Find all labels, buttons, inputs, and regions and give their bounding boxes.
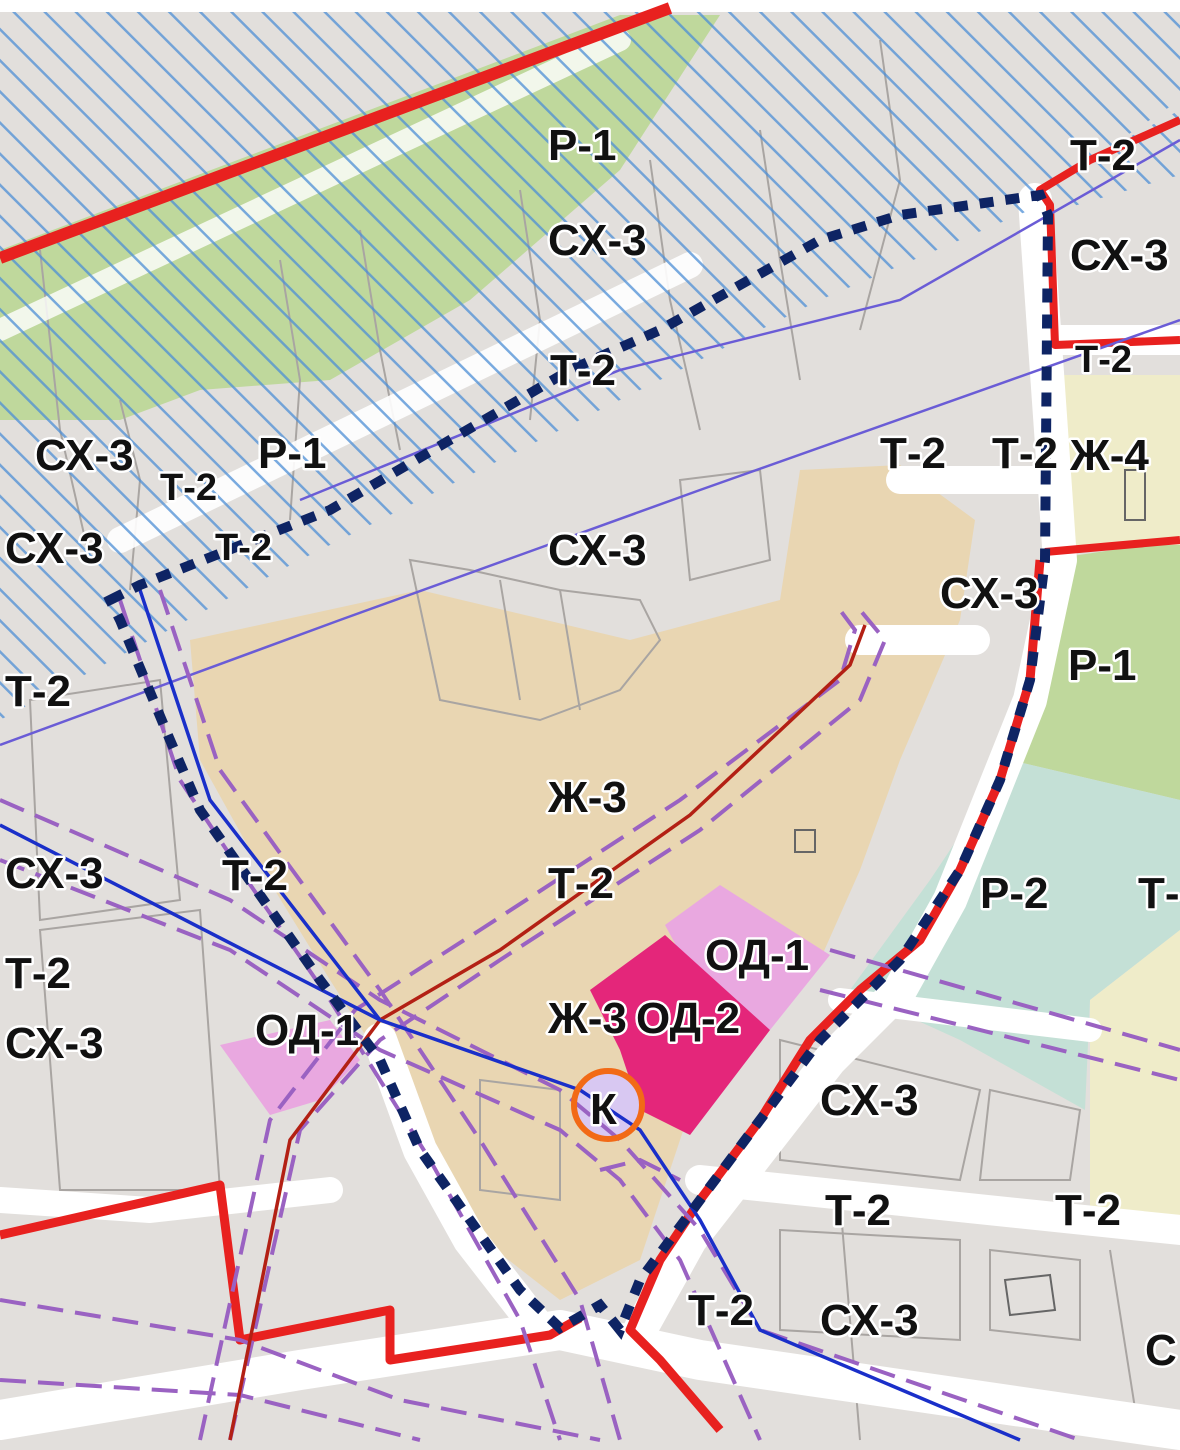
building-outline [1003,1273,1057,1317]
zone-labels: Р-1 СХ-3 Т-2 Т-2 СХ-3 Т-2 СХ-3 Т-2 Р-1 С… [3,119,1180,1378]
zone-label[interactable]: СХ-3 [3,1017,107,1071]
zone-od1-center-area [665,885,830,1030]
zone-label[interactable]: Т-2 [3,947,74,1001]
zone-label[interactable]: СХ-3 [33,429,137,483]
zone-label[interactable]: СХ-3 [818,1074,922,1128]
zone-label[interactable]: СХ-3 [3,522,107,576]
blue-lines [0,589,1021,1442]
zone-label[interactable]: Т-2 [213,525,275,572]
red-pipeline [228,624,867,1441]
top-blank-area [0,0,1180,12]
zone-label[interactable]: Т-2 [3,665,74,719]
zone-label[interactable]: СХ-3 [938,567,1042,621]
zone-label[interactable]: ОД-2 [634,992,743,1046]
zone-label[interactable]: Ж-3 [545,992,630,1046]
zone-label[interactable]: Т-2 [158,465,220,512]
zone-label[interactable]: Р-2 [978,867,1051,921]
building-outline [794,829,816,853]
zone-label[interactable]: Т-2 [823,1184,894,1238]
zone-label[interactable]: СХ-3 [546,214,650,268]
project-boundary-dotted [103,189,1054,1340]
zone-label[interactable]: Т-2 [990,427,1061,481]
zone-label[interactable]: Т-2 [686,1284,757,1338]
zone-label[interactable]: Т-2 [220,849,291,903]
zone-label[interactable]: Т-2 [1053,1184,1124,1238]
k-marker-circle[interactable] [571,1068,645,1142]
building-outline [1124,469,1146,521]
zone-label[interactable]: СХ-3 [1068,229,1172,283]
zone-label[interactable]: Т- [1136,867,1180,921]
zone-label[interactable]: ОД-1 [703,929,812,983]
zone-label[interactable]: СХ-3 [818,1294,922,1348]
zone-zh4-area [1055,375,1180,545]
zone-label[interactable]: С [1143,1324,1180,1378]
zone-label[interactable]: Р-1 [256,427,329,481]
zone-label[interactable]: Ж-4 [1067,429,1152,483]
zone-label[interactable]: ОД-1 [253,1004,362,1058]
zone-label[interactable]: СХ-3 [546,524,650,578]
zone-label[interactable]: Т-2 [548,344,619,398]
zone-label[interactable]: Т-2 [878,427,949,481]
zone-label[interactable]: Р-1 [1066,639,1139,693]
zone-right-yellow [1090,930,1180,1230]
zone-label[interactable]: Ж-3 [545,771,630,825]
violet-lines [0,138,1180,747]
zone-zh3-area [190,465,975,1300]
flood-zone-hatch [0,12,1180,720]
zone-label[interactable]: К [588,1083,620,1137]
zone-label[interactable]: Т-2 [546,857,617,911]
zone-label[interactable]: СХ-3 [3,847,107,901]
zone-label[interactable]: Т-2 [1073,337,1135,384]
zone-label[interactable]: Р-1 [546,119,619,173]
zone-label[interactable]: Т-2 [1068,129,1139,183]
